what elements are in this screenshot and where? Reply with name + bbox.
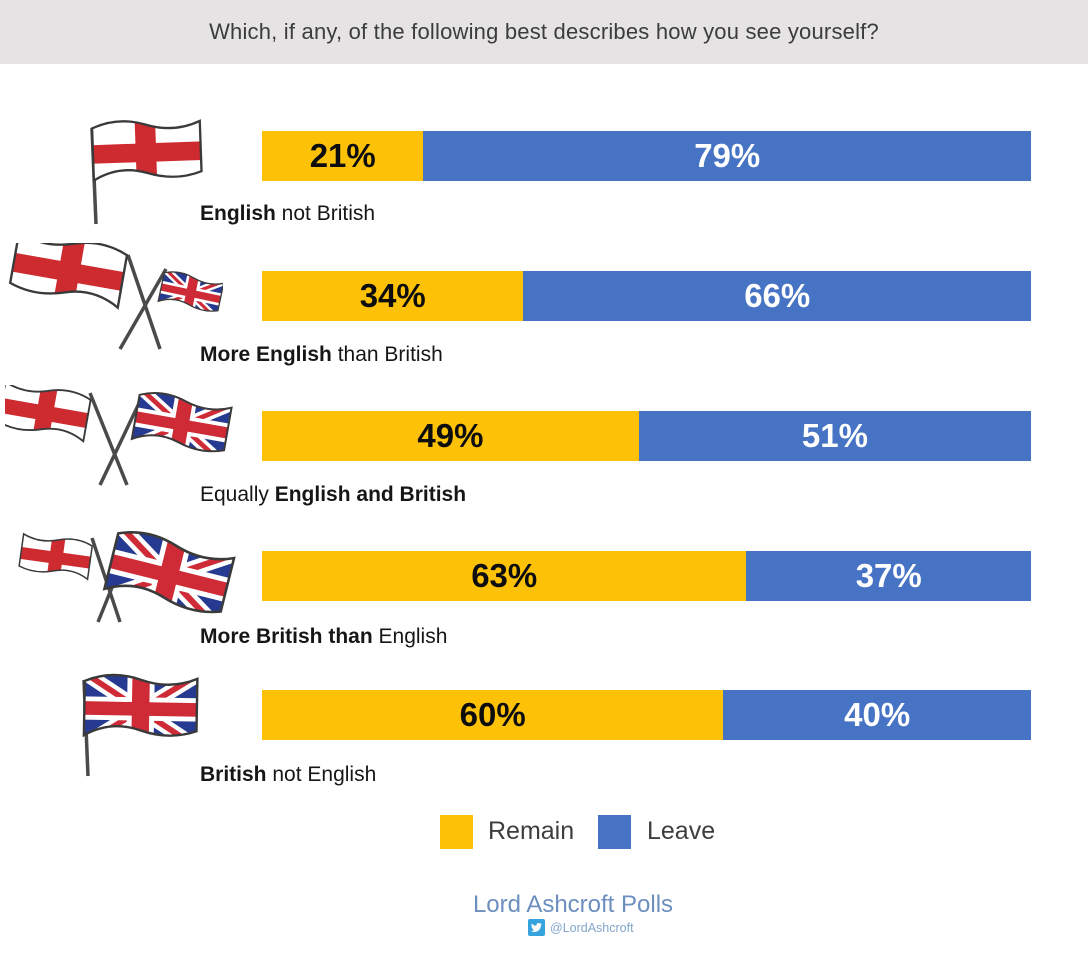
twitter-handle: @LordAshcroft <box>550 920 634 935</box>
remain-value-label: 49% <box>417 417 484 454</box>
union-jack-flag-icon <box>68 668 213 777</box>
england-flag-icon <box>72 112 222 225</box>
bar-row: 21% 79% <box>262 131 1031 181</box>
remain-bar-segment: 60% <box>262 690 724 740</box>
bar-row: 63% 37% <box>262 551 1031 601</box>
leave-bar-segment: 66% <box>523 271 1031 321</box>
bar-row: 34% 66% <box>262 271 1031 321</box>
remain-bar-segment: 21% <box>262 131 424 181</box>
leave-legend-label: Leave <box>647 817 716 845</box>
header-band: Which, if any, of the following best des… <box>0 0 1088 64</box>
category-label: British not English <box>200 763 377 786</box>
leave-value-label: 51% <box>801 417 868 454</box>
leave-value-label: 40% <box>844 696 911 733</box>
remain-value-label: 34% <box>359 277 426 314</box>
twitter-attribution: @LordAshcroft <box>528 919 634 936</box>
leave-bar-segment: 37% <box>746 551 1031 601</box>
category-label: More English than British <box>200 343 443 366</box>
leave-bar-segment: 51% <box>638 411 1031 461</box>
chart-title: Which, if any, of the following best des… <box>209 19 879 44</box>
leave-bar-segment: 79% <box>423 131 1031 181</box>
leave-legend-swatch <box>598 815 631 849</box>
remain-legend-swatch <box>440 815 473 849</box>
remain-value-label: 63% <box>471 557 538 594</box>
remain-legend-label: Remain <box>488 817 575 845</box>
leave-value-label: 79% <box>694 137 761 174</box>
remain-bar-segment: 63% <box>262 551 747 601</box>
england-with-small-union-jack-flags-icon <box>8 243 223 350</box>
leave-bar-segment: 40% <box>723 690 1031 740</box>
small-england-with-union-jack-flags-icon <box>18 522 238 627</box>
leave-value-label: 37% <box>855 557 922 594</box>
bar-row: 60% 40% <box>262 690 1031 740</box>
remain-value-label: 60% <box>459 696 526 733</box>
leave-value-label: 66% <box>744 277 811 314</box>
twitter-bird-icon <box>528 919 545 936</box>
bar-row: 49% 51% <box>262 411 1031 461</box>
england-and-union-jack-crossed-flags-icon <box>5 385 235 486</box>
category-label: Equally English and British <box>200 483 467 506</box>
category-label: English not British <box>200 202 376 225</box>
remain-value-label: 21% <box>309 137 376 174</box>
remain-bar-segment: 49% <box>262 411 639 461</box>
remain-bar-segment: 34% <box>262 271 524 321</box>
source-title: Lord Ashcroft Polls <box>472 891 674 918</box>
category-label: More British than English <box>200 625 448 648</box>
